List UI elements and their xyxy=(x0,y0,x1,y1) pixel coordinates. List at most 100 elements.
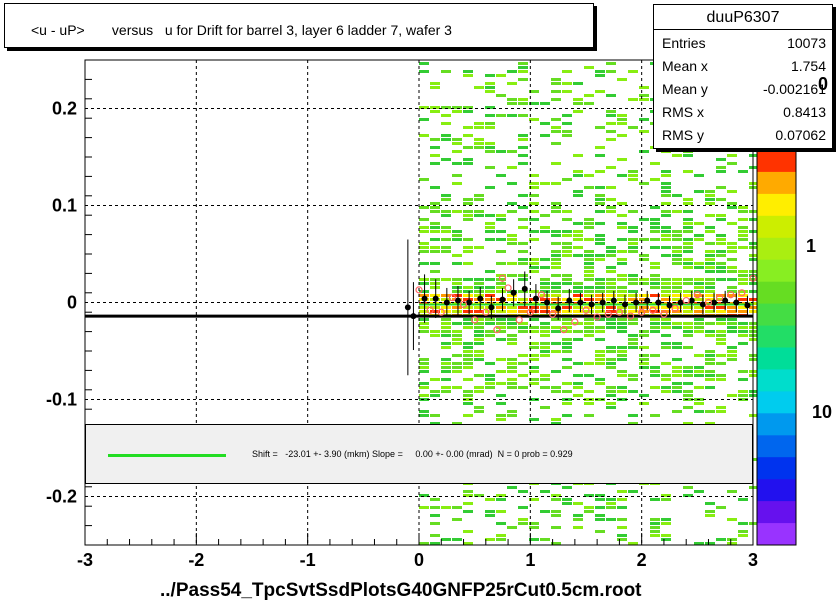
heatmap-cell xyxy=(661,494,671,497)
heatmap-cell xyxy=(430,498,440,501)
heatmap-cell xyxy=(749,370,759,373)
heatmap-cell xyxy=(606,498,616,501)
heatmap-cell xyxy=(540,122,550,125)
heatmap-cell xyxy=(595,382,605,385)
heatmap-cell xyxy=(540,350,550,353)
heatmap-cell xyxy=(716,378,726,381)
heatmap-cell xyxy=(452,282,462,285)
heatmap-cell xyxy=(716,306,726,309)
heatmap-cell xyxy=(749,374,759,377)
heatmap-cell xyxy=(683,258,693,261)
colorbar-segment xyxy=(757,237,796,261)
heatmap-cell xyxy=(573,386,583,389)
heatmap-cell xyxy=(738,390,748,393)
heatmap-cell xyxy=(639,150,649,153)
profile-point xyxy=(410,313,417,320)
colorbar-segment xyxy=(757,501,796,524)
colorbar-segment xyxy=(757,435,796,458)
heatmap-cell xyxy=(562,82,572,85)
heatmap-cell xyxy=(562,366,572,369)
heatmap-cell xyxy=(463,214,473,217)
heatmap-cell xyxy=(738,530,748,533)
heatmap-cell xyxy=(496,330,506,333)
heatmap-cell xyxy=(419,506,429,509)
heatmap-cell xyxy=(584,94,594,97)
heatmap-cell xyxy=(705,370,715,373)
heatmap-cell xyxy=(551,526,561,529)
heatmap-cell xyxy=(562,134,572,137)
heatmap-cell xyxy=(430,310,440,313)
heatmap-cell xyxy=(518,518,528,521)
profile-open-point xyxy=(593,313,601,321)
heatmap-cell xyxy=(474,358,484,361)
heatmap-cell xyxy=(573,110,583,113)
heatmap-cell xyxy=(441,134,451,137)
heatmap-cell xyxy=(584,222,594,225)
heatmap-cell xyxy=(452,338,462,341)
heatmap-cell xyxy=(694,286,704,289)
heatmap-cell xyxy=(683,210,693,213)
heatmap-cell xyxy=(573,238,583,241)
heatmap-cell xyxy=(661,290,671,293)
heatmap-cell xyxy=(694,190,704,193)
heatmap-cell xyxy=(551,254,561,257)
heatmap-cell xyxy=(628,230,638,233)
heatmap-cell xyxy=(650,206,660,209)
heatmap-cell xyxy=(540,334,550,337)
heatmap-cell xyxy=(595,398,605,401)
heatmap-cell xyxy=(496,322,506,325)
heatmap-cell xyxy=(595,518,605,521)
heatmap-cell xyxy=(507,98,517,101)
heatmap-cell xyxy=(628,422,638,425)
heatmap-cell xyxy=(518,262,528,265)
heatmap-cell xyxy=(551,206,561,209)
heatmap-cell xyxy=(540,306,550,309)
heatmap-cell xyxy=(485,142,495,145)
heatmap-cell xyxy=(595,350,605,353)
heatmap-cell xyxy=(463,218,473,221)
heatmap-cell xyxy=(727,490,737,493)
heatmap-cell xyxy=(639,346,649,349)
heatmap-cell xyxy=(518,258,528,261)
heatmap-cell xyxy=(474,334,484,337)
heatmap-cell xyxy=(683,198,693,201)
heatmap-cell xyxy=(749,290,759,293)
heatmap-cell xyxy=(540,326,550,329)
heatmap-cell xyxy=(727,330,737,333)
heatmap-cell xyxy=(540,354,550,357)
heatmap-cell xyxy=(562,498,572,501)
heatmap-cell xyxy=(496,238,506,241)
heatmap-cell xyxy=(562,486,572,489)
heatmap-cell xyxy=(474,294,484,297)
heatmap-cell xyxy=(463,250,473,253)
heatmap-cell xyxy=(507,238,517,241)
heatmap-cell xyxy=(573,298,583,301)
heatmap-cell xyxy=(650,366,660,369)
heatmap-cell xyxy=(496,382,506,385)
profile-open-point xyxy=(715,294,724,302)
heatmap-cell xyxy=(650,322,660,325)
heatmap-cell xyxy=(419,242,429,245)
heatmap-cell xyxy=(650,226,660,229)
heatmap-cell xyxy=(441,386,451,389)
heatmap-cell xyxy=(573,310,583,313)
heatmap-cell xyxy=(749,390,759,393)
heatmap-cell xyxy=(650,370,660,373)
heatmap-cell xyxy=(485,294,495,297)
heatmap-cell xyxy=(507,294,517,297)
heatmap-cell xyxy=(540,266,550,269)
heatmap-cell xyxy=(705,502,715,505)
heatmap-cell xyxy=(562,130,572,133)
heatmap-cell xyxy=(573,286,583,289)
heatmap-cell xyxy=(727,246,737,249)
heatmap-cell xyxy=(551,310,561,313)
heatmap-cell xyxy=(562,254,572,257)
heatmap-cell xyxy=(683,238,693,241)
heatmap-cell xyxy=(584,494,594,497)
heatmap-cell xyxy=(584,226,594,229)
heatmap-cell xyxy=(518,154,528,157)
heatmap-cell xyxy=(518,386,528,389)
heatmap-cell xyxy=(584,258,594,261)
heatmap-cell xyxy=(562,414,572,417)
heatmap-cell xyxy=(650,278,660,281)
